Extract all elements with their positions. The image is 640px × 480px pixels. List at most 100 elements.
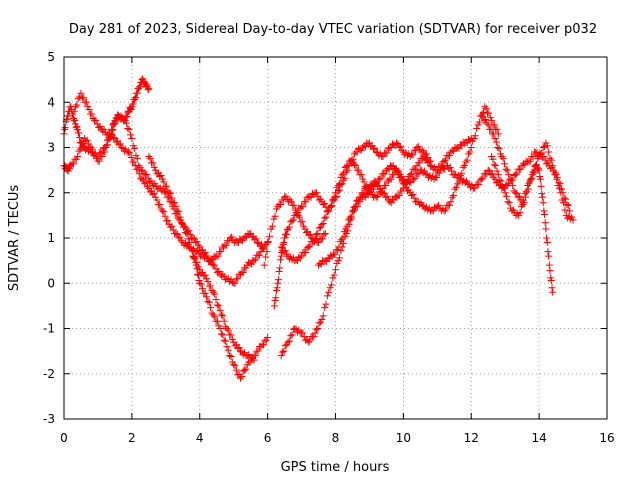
point-track-g <box>334 182 342 190</box>
point-track-d <box>201 289 209 297</box>
point-track-l <box>264 238 272 246</box>
point-track-e <box>201 271 209 279</box>
point-track-l <box>266 232 274 240</box>
point-track-g <box>296 254 304 262</box>
point-track-g <box>306 242 314 250</box>
point-track-b <box>78 144 86 151</box>
point-track-d <box>168 194 176 202</box>
point-track-c <box>177 237 185 245</box>
point-track-k <box>496 176 504 184</box>
point-track-a <box>145 85 153 93</box>
point-track-h <box>306 337 314 345</box>
point-track-g <box>342 163 350 171</box>
point-track-l <box>271 212 279 220</box>
point-track-h <box>330 271 338 279</box>
point-track-h <box>446 152 454 160</box>
point-track-d <box>227 353 235 361</box>
point-track-a <box>61 124 69 132</box>
point-track-d <box>230 361 238 369</box>
point-track-i <box>396 171 404 179</box>
point-track-g <box>450 191 458 199</box>
point-track-f <box>276 264 284 272</box>
point-track-a <box>61 125 69 133</box>
point-track-b <box>165 193 173 201</box>
point-track-l <box>315 239 323 247</box>
x-tick-label: 2 <box>128 431 136 445</box>
point-track-c <box>82 98 90 106</box>
point-track-l <box>277 201 285 209</box>
point-track-c <box>73 101 81 109</box>
point-track-j <box>545 252 553 260</box>
point-track-a <box>74 125 82 133</box>
point-track-d <box>177 219 185 227</box>
point-track-h <box>304 338 312 346</box>
point-track-a <box>132 94 140 102</box>
point-track-h <box>285 337 293 345</box>
point-track-b <box>89 145 97 153</box>
point-track-b <box>87 144 95 151</box>
point-track-c <box>131 162 139 170</box>
point-track-i <box>373 179 381 187</box>
point-track-h <box>349 208 357 216</box>
point-track-i <box>411 174 419 182</box>
point-track-j <box>515 192 523 200</box>
point-track-f <box>281 234 289 242</box>
point-track-b <box>131 144 139 152</box>
point-track-l <box>291 206 299 214</box>
point-track-i <box>407 179 415 187</box>
point-track-i <box>477 175 485 183</box>
point-track-c <box>217 248 225 256</box>
point-track-l <box>260 261 268 269</box>
point-track-d <box>222 337 230 345</box>
point-track-g <box>327 201 335 209</box>
x-axis-label: GPS time / hours <box>281 460 390 475</box>
point-track-c <box>169 226 177 234</box>
x-tick-label: 0 <box>60 431 68 445</box>
point-track-c <box>160 208 168 216</box>
point-track-k <box>519 201 527 209</box>
point-track-j <box>483 119 491 127</box>
point-track-b <box>201 248 209 256</box>
point-track-g <box>302 248 310 256</box>
point-track-i <box>353 197 361 205</box>
point-track-i <box>348 207 356 215</box>
point-track-c <box>176 233 184 241</box>
point-track-h <box>277 352 285 360</box>
point-track-e <box>193 258 201 266</box>
point-track-a <box>71 116 79 124</box>
point-track-g <box>454 180 462 188</box>
point-track-l <box>263 248 271 256</box>
point-track-i <box>564 201 572 209</box>
point-track-l <box>306 230 314 238</box>
point-track-d <box>231 362 239 370</box>
point-track-b <box>211 261 219 269</box>
point-track-i <box>377 174 385 182</box>
point-track-j <box>494 144 502 151</box>
point-track-g <box>447 198 455 206</box>
point-track-i <box>359 189 367 197</box>
point-track-h <box>376 185 384 193</box>
x-tick-label: 4 <box>196 431 204 445</box>
point-track-h <box>291 325 299 332</box>
point-track-f <box>409 151 417 159</box>
point-track-j <box>487 125 495 133</box>
point-track-i <box>395 167 403 175</box>
point-track-i <box>441 165 449 173</box>
point-track-j <box>548 284 556 292</box>
point-track-l <box>290 201 298 209</box>
point-track-b <box>124 124 132 132</box>
point-track-f <box>273 284 281 292</box>
point-track-h <box>383 192 391 200</box>
point-track-j <box>511 189 519 197</box>
point-track-e <box>235 344 243 352</box>
point-track-i <box>505 180 513 188</box>
point-track-d <box>254 347 262 355</box>
point-track-c <box>134 165 142 173</box>
grid <box>64 57 607 419</box>
point-track-e <box>216 306 224 314</box>
point-track-k <box>547 156 555 164</box>
point-track-c <box>168 222 176 230</box>
point-track-g <box>465 150 473 158</box>
point-track-e <box>208 286 216 294</box>
point-track-b <box>189 234 197 242</box>
